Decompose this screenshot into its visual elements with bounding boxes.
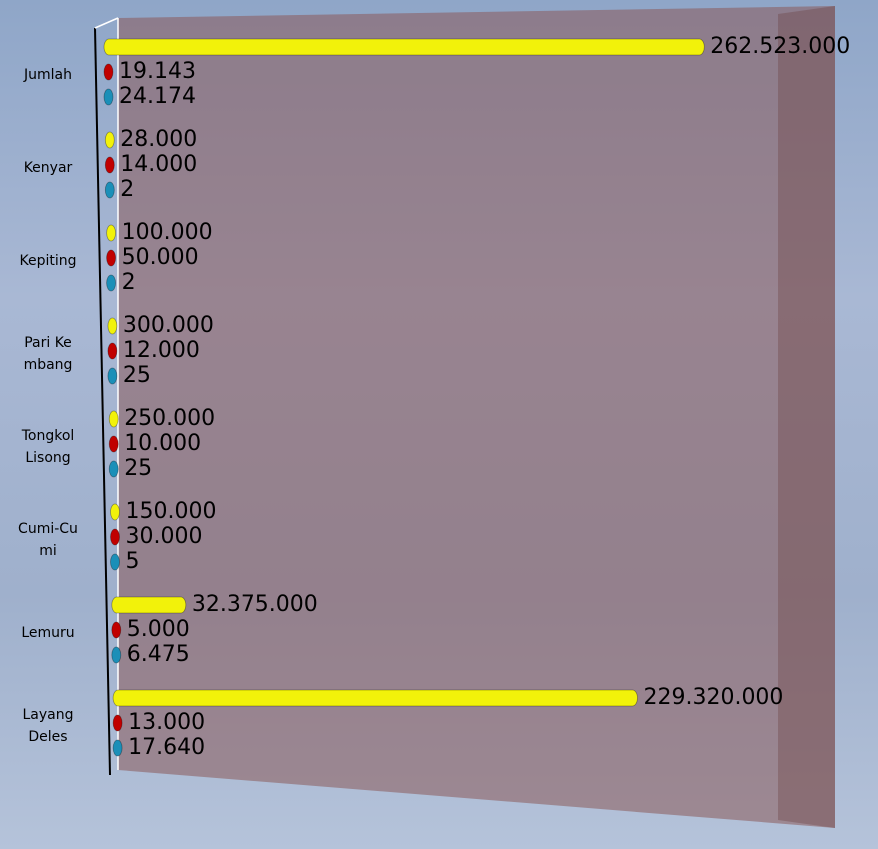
bar [109, 436, 118, 452]
page: 262.523.00019.14324.17428.00014.0002100.… [0, 0, 878, 849]
category-label: Tongkol Lisong [18, 425, 78, 469]
value-label: 28.000 [120, 127, 197, 152]
value-label: 25 [124, 456, 152, 481]
bar [107, 275, 116, 291]
value-label: 262.523.000 [710, 34, 850, 59]
value-label: 12.000 [123, 338, 200, 363]
value-label: 100.000 [122, 220, 213, 245]
bar [112, 647, 121, 663]
bar [105, 132, 114, 148]
bar [111, 504, 120, 520]
value-label: 2 [122, 270, 136, 295]
value-label: 10.000 [124, 431, 201, 456]
value-label: 19.143 [119, 59, 196, 84]
value-label: 6.475 [127, 642, 190, 667]
chart: 262.523.00019.14324.17428.00014.0002100.… [0, 0, 878, 849]
category-label: Cumi-Cumi [18, 518, 78, 562]
bar [104, 89, 113, 105]
value-label: 13.000 [128, 710, 205, 735]
bar [105, 157, 114, 173]
bar [113, 740, 122, 756]
value-label: 17.640 [128, 735, 205, 760]
side-wall [778, 6, 835, 828]
bar [107, 250, 116, 266]
axis-edge [95, 18, 118, 28]
bar [104, 39, 704, 55]
bar [111, 529, 120, 545]
bar [107, 225, 116, 241]
value-label: 50.000 [122, 245, 199, 270]
value-label: 229.320.000 [643, 685, 783, 710]
category-label: Layang Deles [18, 704, 78, 748]
category-label: Pari Kembang [18, 332, 78, 376]
value-label: 32.375.000 [192, 592, 318, 617]
bar [105, 182, 114, 198]
category-label: Jumlah [18, 64, 78, 86]
bar [113, 715, 122, 731]
value-label: 150.000 [126, 499, 217, 524]
bar [108, 318, 117, 334]
bar [109, 411, 118, 427]
bar [104, 64, 113, 80]
bar [113, 690, 637, 706]
bar [108, 343, 117, 359]
category-label: Lemuru [18, 622, 78, 644]
bar [112, 597, 186, 613]
value-label: 5 [126, 549, 140, 574]
value-label: 5.000 [127, 617, 190, 642]
value-label: 30.000 [126, 524, 203, 549]
value-label: 14.000 [120, 152, 197, 177]
value-label: 2 [120, 177, 134, 202]
bar [108, 368, 117, 384]
value-label: 24.174 [119, 84, 196, 109]
bar [112, 622, 121, 638]
bar [111, 554, 120, 570]
category-label: Kepiting [18, 250, 78, 272]
bar [109, 461, 118, 477]
category-label: Kenyar [18, 157, 78, 179]
value-label: 250.000 [124, 406, 215, 431]
value-label: 300.000 [123, 313, 214, 338]
value-label: 25 [123, 363, 151, 388]
